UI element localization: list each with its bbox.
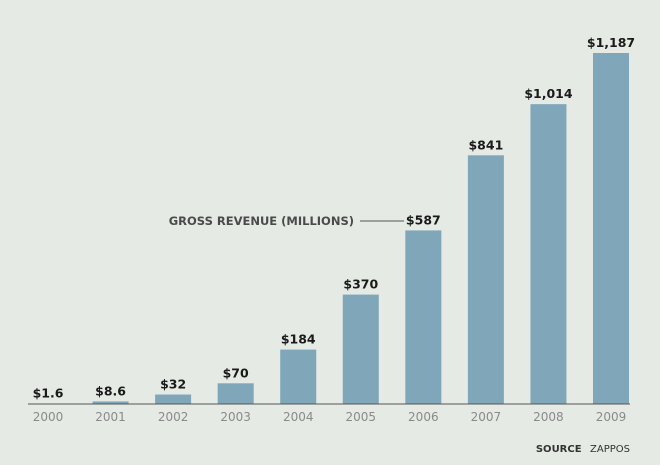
value-label-2005: $370 [343, 277, 378, 292]
value-label-2001: $8.6 [95, 383, 126, 398]
x-tick-labels-group: 2000 2001 2002 2003 2004 2005 2006 2007 2008 2009 [33, 410, 627, 424]
series-annotation: GROSS REVENUE (MILLIONS) [169, 214, 404, 228]
source-note: SOURCE ZAPPOS [536, 439, 630, 456]
bars-group [30, 53, 629, 404]
value-label-2003: $70 [223, 365, 249, 380]
bar-2006 [405, 230, 442, 404]
value-label-2000: $1.6 [33, 386, 64, 401]
bar-2009 [593, 53, 629, 404]
value-label-2008: $1,014 [524, 86, 573, 101]
x-tick-label-2001: 2001 [95, 410, 126, 424]
value-label-2006: $587 [406, 212, 441, 227]
x-tick-label-2007: 2007 [471, 410, 502, 424]
x-tick-label-2003: 2003 [220, 410, 251, 424]
value-label-2002: $32 [160, 377, 186, 392]
x-tick-label-2006: 2006 [408, 410, 439, 424]
bar-2004 [280, 349, 317, 404]
bar-2005 [342, 294, 379, 404]
x-tick-label-2005: 2005 [346, 410, 377, 424]
series-label: GROSS REVENUE (MILLIONS) [169, 214, 354, 228]
value-labels-group: $1.6 $8.6 $32 $70 $184 $370 $587 $841 $1,014 $1,1… [33, 35, 636, 401]
x-tick-label-2000: 2000 [33, 410, 64, 424]
value-label-2007: $841 [468, 137, 503, 152]
value-label-2004: $184 [281, 332, 316, 347]
x-tick-label-2004: 2004 [283, 410, 314, 424]
bar-2001 [92, 401, 129, 404]
x-tick-label-2009: 2009 [596, 410, 627, 424]
x-tick-label-2008: 2008 [533, 410, 564, 424]
bar-2007 [467, 155, 504, 404]
bar-2002 [155, 394, 192, 404]
bar-2008 [530, 104, 567, 404]
source-value: ZAPPOS [590, 444, 630, 455]
value-label-2009: $1,187 [587, 35, 635, 50]
source-label: SOURCE [536, 444, 582, 455]
x-tick-label-2002: 2002 [158, 410, 189, 424]
bar-2003 [217, 383, 254, 404]
